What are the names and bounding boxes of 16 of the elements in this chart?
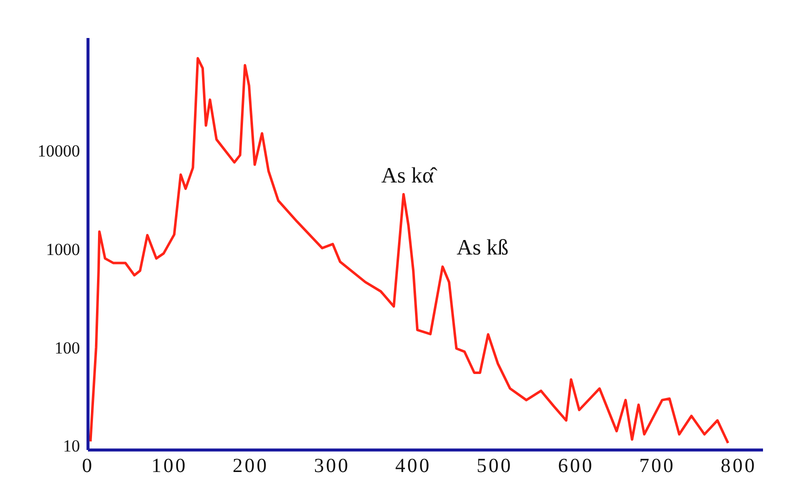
x-tick-label: 400 (395, 455, 432, 478)
y-tick-label: 10 (63, 436, 80, 456)
x-tick-label: 300 (314, 455, 350, 478)
x-tick-label: 0 (82, 455, 94, 478)
x-tick-label: 700 (639, 455, 676, 478)
annotation: As kα̂ (381, 162, 438, 188)
x-tick-label: 800 (720, 455, 757, 478)
line-series (89, 57, 730, 444)
x-tick-label: 600 (558, 455, 594, 478)
y-tick-label: 10000 (38, 142, 80, 161)
annotation: As kß (456, 234, 509, 260)
y-tick-label: 100 (54, 338, 80, 358)
x-tick-label: 200 (232, 455, 269, 478)
x-tick-label: 500 (476, 455, 513, 478)
x-tick-label: 100 (151, 455, 188, 478)
y-tick-label: 1000 (46, 240, 80, 259)
